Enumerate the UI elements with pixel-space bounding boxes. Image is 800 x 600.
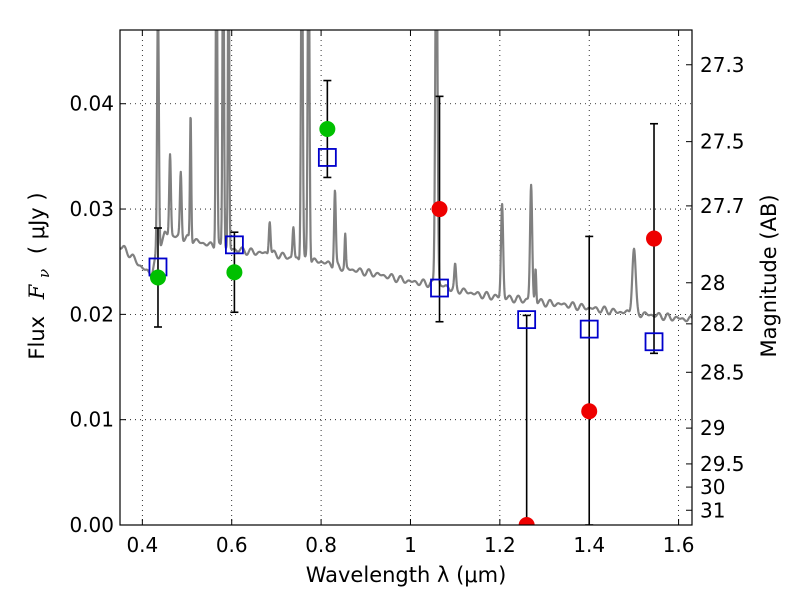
y-tick-label: 0.02 xyxy=(69,302,114,326)
axes-layer: 0.4 0.6 0.8 1 1.2 1.4 1.6 0.00 0.01 0.02 0.03 0.04 2… xyxy=(69,29,745,557)
y-axis-label-subscript: ν xyxy=(35,269,53,278)
y2-tick-label: 28.5 xyxy=(700,360,745,384)
y2-axis-label: Magnitude (AB) xyxy=(757,194,781,357)
photometry-point xyxy=(319,121,336,137)
y-tick-label: 0.01 xyxy=(69,408,114,432)
y-axis-label: Flux F ν ( μJy ) xyxy=(25,192,54,359)
y2-tick-label: 27.3 xyxy=(700,53,745,77)
y-axis-label-unit: ( μJy ) xyxy=(25,192,49,254)
y-tick-label: 0.03 xyxy=(69,197,114,221)
y-tick-label: 0.00 xyxy=(69,513,114,537)
y2-tick-label: 29.5 xyxy=(700,452,745,476)
svg-text:Flux F ν ( μ: Flux F ν ( μJy ) xyxy=(25,192,54,359)
model-photometry-square xyxy=(224,235,244,255)
y2-tick-label: 28 xyxy=(700,271,725,295)
y2-tick-label: 30 xyxy=(700,475,725,499)
model-photometry-square xyxy=(579,319,599,339)
y2-tick-label: 29 xyxy=(700,416,725,440)
y-axis-label-text: Flux xyxy=(25,316,49,360)
y2-tick-label: 27.5 xyxy=(700,130,745,154)
photometry-point xyxy=(646,230,663,247)
model-photometry-square xyxy=(430,278,449,298)
plot-area xyxy=(120,30,692,323)
x-tick-label: 0.6 xyxy=(216,533,248,557)
photometry-point xyxy=(518,517,535,525)
x-axis-label: Wavelength λ (μm) xyxy=(306,563,507,587)
x-tick-label: 1.2 xyxy=(484,533,516,557)
photometry-point xyxy=(149,269,166,286)
y2-tick-label: 27.7 xyxy=(700,194,745,218)
y2-tick-label: 31 xyxy=(700,498,725,522)
grid-layer xyxy=(120,30,692,526)
x-tick-label: 0.4 xyxy=(126,533,158,557)
model-photometry-square xyxy=(644,332,664,352)
spectrum-line xyxy=(120,30,692,323)
y-axis-label-symbol: F xyxy=(25,283,49,300)
x-tick-label: 1 xyxy=(404,533,417,557)
y-tick-label: 0.04 xyxy=(69,92,114,116)
plot-frame xyxy=(119,29,693,526)
x-tick-label: 0.8 xyxy=(305,533,337,557)
y2-tick-label: 28.2 xyxy=(700,312,745,336)
x-tick-label: 1.6 xyxy=(663,533,695,557)
x-tick-label: 1.4 xyxy=(573,533,605,557)
photometry-point xyxy=(431,201,448,218)
photometry-point xyxy=(581,403,598,420)
model-photometry-square xyxy=(517,310,537,330)
marks-layer xyxy=(148,79,664,525)
photometry-point xyxy=(226,264,243,281)
model-photometry-square xyxy=(317,148,337,167)
